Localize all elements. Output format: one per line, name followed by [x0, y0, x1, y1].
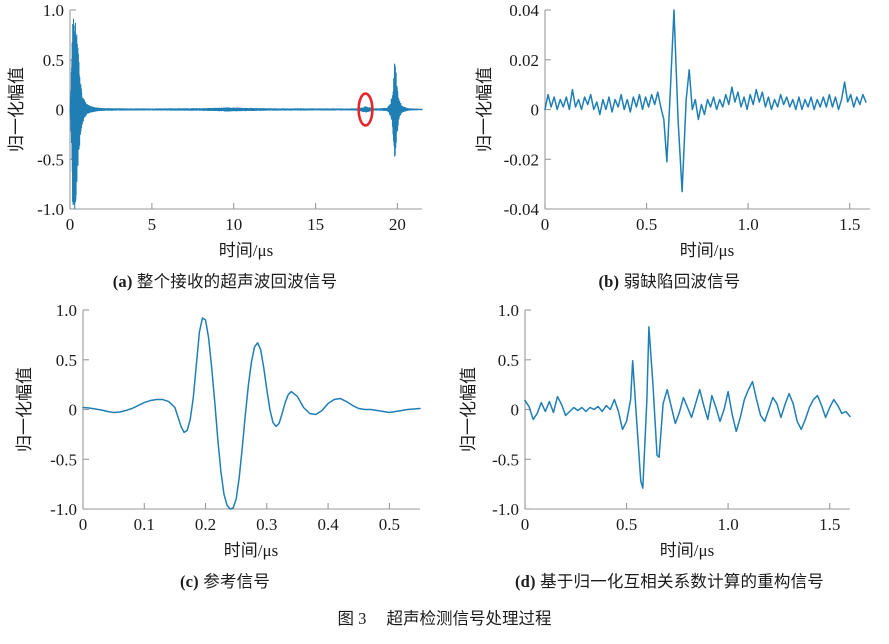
- panel-b-tag: (b): [598, 272, 620, 291]
- panel-c-ytick-0: -1.0: [50, 500, 77, 519]
- panel-c-plot: 0 0.1 0.2 0.3 0.4 0.5 -1.0 -0.5 0 0.5 1.…: [15, 301, 421, 560]
- panel-c-xtick-1: 0.1: [134, 515, 155, 534]
- panel-c-caption-text: 参考信号: [203, 572, 271, 591]
- panel-c-xtick-2: 0.2: [195, 515, 216, 534]
- panel-a: 0 5 10 15 20 -1.0 -0.5 0 0.5 1.0 时间/μs 归…: [0, 0, 450, 300]
- panel-c-xtick-labels: 0 0.1 0.2 0.3 0.4 0.5: [79, 515, 400, 534]
- panel-d-plot: 0 0.5 1.0 1.5 -1.0 -0.5 0 0.5 1.0 时间/μs …: [459, 301, 851, 560]
- panel-c-xtick-4: 0.4: [317, 515, 339, 534]
- panel-c-xtick-3: 0.3: [256, 515, 277, 534]
- panel-c-axes: [82, 309, 420, 510]
- panel-a-xaxis-label: 时间/μs: [219, 241, 273, 260]
- panel-d-ytick-1: -0.5: [492, 450, 519, 469]
- panel-b-ytick-3: 0.02: [509, 51, 539, 70]
- panel-a-subcaption: (a) 整个接收的超声波回波信号: [0, 268, 450, 292]
- panel-a-waveform: [69, 18, 423, 209]
- panel-a-xtick-0: 0: [66, 215, 75, 234]
- panel-d-caption-text: 基于归一化互相关系数计算的重构信号: [540, 572, 824, 591]
- panel-a-caption-text: 整个接收的超声波回波信号: [136, 272, 338, 291]
- panel-b-xtick-3: 1.5: [839, 215, 860, 234]
- panel-b-ytick-1: -0.02: [504, 150, 539, 169]
- panel-d-xtick-2: 1.0: [717, 515, 738, 534]
- panel-d-axes: [524, 309, 850, 510]
- panel-a-ytick-2: 0: [56, 101, 65, 120]
- panel-d-ytick-labels: -1.0 -0.5 0 0.5 1.0: [492, 301, 519, 519]
- panel-b-subcaption: (b) 弱缺陷回波信号: [450, 268, 889, 292]
- panel-b-ytick-labels: -0.04 -0.02 0 0.02 0.04: [504, 1, 540, 219]
- panel-b-caption-text: 弱缺陷回波信号: [623, 272, 741, 291]
- panel-c-tag: (c): [179, 572, 199, 591]
- panel-c: 0 0.1 0.2 0.3 0.4 0.5 -1.0 -0.5 0 0.5 1.…: [0, 300, 450, 600]
- panel-a-ytick-3: 0.5: [43, 51, 64, 70]
- weak-defect-echo-marker: [357, 92, 374, 127]
- panel-d-waveform: [524, 326, 851, 489]
- panel-c-yaxis-label: 归一化幅值: [15, 367, 34, 452]
- panel-c-xaxis-label: 时间/μs: [224, 541, 278, 560]
- panel-c-ytick-2: 0: [69, 401, 78, 420]
- panel-b-xaxis-label: 时间/μs: [680, 241, 734, 260]
- panel-c-subcaption: (c) 参考信号: [0, 568, 450, 592]
- panel-a-xtick-4: 20: [389, 215, 406, 234]
- panel-a-yaxis-label: 归一化幅值: [7, 67, 26, 152]
- panel-a-ytick-4: 1.0: [43, 1, 64, 20]
- panel-a-plot: 0 5 10 15 20 -1.0 -0.5 0 0.5 1.0 时间/μs 归…: [7, 1, 423, 260]
- panel-a-ytick-1: -0.5: [37, 150, 64, 169]
- panel-b-ytick-4: 0.04: [509, 1, 539, 20]
- panel-b-xtick-1: 0.5: [636, 215, 657, 234]
- panel-d-ytick-2: 0: [511, 401, 520, 420]
- panel-b-plot: 0 0.5 1.0 1.5 -0.04 -0.02 0 0.02 0.04 时间…: [475, 1, 870, 260]
- panel-d: 0 0.5 1.0 1.5 -1.0 -0.5 0 0.5 1.0 时间/μs …: [450, 300, 889, 600]
- panel-a-xtick-labels: 0 5 10 15 20: [66, 215, 406, 234]
- figure-title: 超声检测信号处理过程: [386, 609, 552, 628]
- panel-grid: 0 5 10 15 20 -1.0 -0.5 0 0.5 1.0 时间/μs 归…: [0, 0, 889, 600]
- panel-a-xtick-3: 15: [307, 215, 324, 234]
- panel-d-xtick-labels: 0 0.5 1.0 1.5: [521, 515, 841, 534]
- panel-c-ytick-4: 1.0: [56, 301, 77, 320]
- panel-d-ytick-4: 1.0: [498, 301, 519, 320]
- panel-d-xaxis-label: 时间/μs: [660, 541, 714, 560]
- panel-c-xtick-0: 0: [79, 515, 88, 534]
- panel-a-xtick-2: 10: [225, 215, 242, 234]
- panel-d-ytick-3: 0.5: [498, 351, 519, 370]
- panel-b-ytick-0: -0.04: [504, 200, 540, 219]
- panel-a-xtick-1: 5: [148, 215, 157, 234]
- panel-c-ytick-labels: -1.0 -0.5 0 0.5 1.0: [50, 301, 77, 519]
- panel-c-waveform: [82, 317, 421, 510]
- panel-a-ytick-0: -1.0: [37, 200, 64, 219]
- figure-caption: 图 3 超声检测信号处理过程: [0, 605, 889, 629]
- panel-b-waveform: [544, 9, 867, 193]
- panel-c-xtick-5: 0.5: [379, 515, 400, 534]
- panel-d-ytick-0: -1.0: [492, 500, 519, 519]
- panel-d-subcaption: (d) 基于归一化互相关系数计算的重构信号: [450, 568, 889, 592]
- panel-a-tag: (a): [112, 272, 133, 291]
- panel-d-xtick-1: 0.5: [616, 515, 637, 534]
- panel-d-tag: (d): [514, 572, 536, 591]
- panel-b-ytick-2: 0: [531, 101, 540, 120]
- panel-d-yaxis-label: 归一化幅值: [459, 367, 478, 452]
- panel-b: 0 0.5 1.0 1.5 -0.04 -0.02 0 0.02 0.04 时间…: [450, 0, 889, 300]
- panel-c-ytick-1: -0.5: [50, 450, 77, 469]
- panel-a-ytick-labels: -1.0 -0.5 0 0.5 1.0: [37, 1, 64, 219]
- panel-b-yaxis-label: 归一化幅值: [475, 67, 494, 152]
- figure-number: 图 3: [337, 609, 367, 628]
- panel-b-xtick-2: 1.0: [737, 215, 758, 234]
- panel-c-ytick-3: 0.5: [56, 351, 77, 370]
- panel-b-xtick-labels: 0 0.5 1.0 1.5: [541, 215, 861, 234]
- panel-b-xtick-0: 0: [541, 215, 550, 234]
- panel-d-xtick-0: 0: [521, 515, 530, 534]
- panel-d-xtick-3: 1.5: [819, 515, 840, 534]
